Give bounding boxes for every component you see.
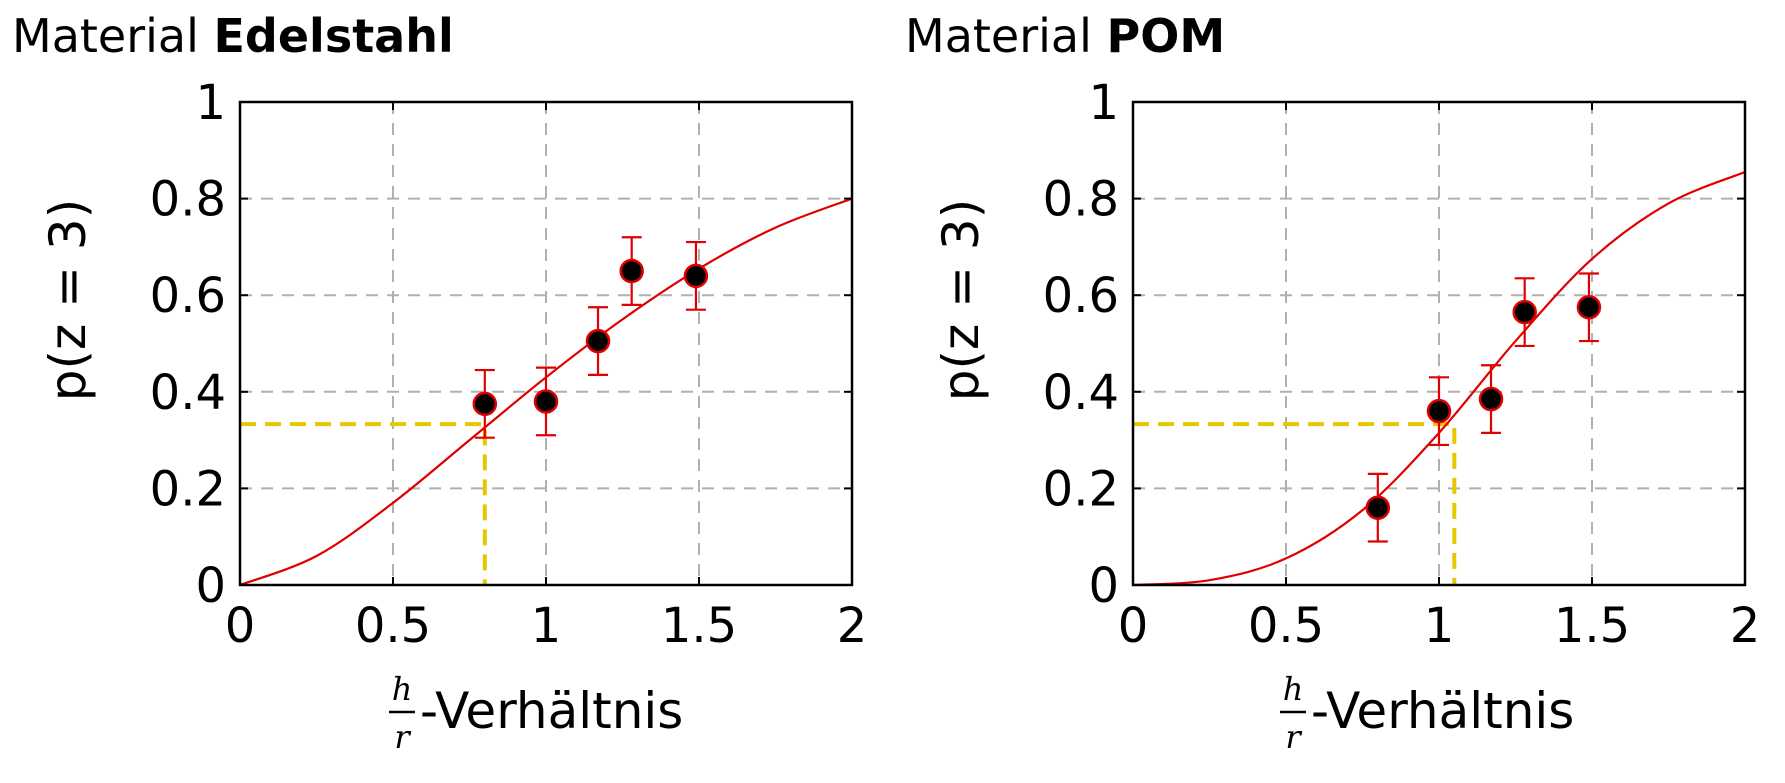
data-point xyxy=(683,263,709,289)
x-tick-label: 1 xyxy=(1424,598,1455,654)
x-axis-label: h r -Verhältnis xyxy=(1280,670,1574,756)
y-tick-label: 1 xyxy=(195,75,226,131)
y-axis-label: p(z = 3) xyxy=(39,199,97,402)
x-axis-frac-denominator: r xyxy=(394,718,411,756)
x-tick-label: 2 xyxy=(837,598,868,654)
x-tick-label: 1.5 xyxy=(1554,598,1630,654)
data-point xyxy=(1478,386,1504,412)
y-tick-label: 0 xyxy=(195,558,226,614)
x-axis-frac-denominator: r xyxy=(1285,718,1302,756)
y-tick-label: 0.6 xyxy=(150,268,226,324)
y-tick-label: 0.8 xyxy=(1043,172,1119,228)
data-point xyxy=(533,389,559,414)
y-tick-label: 0.6 xyxy=(1043,268,1119,324)
data-point xyxy=(472,391,498,417)
chart-title: Material POM xyxy=(905,9,1225,63)
threshold-line xyxy=(1133,422,1457,585)
fit-curve xyxy=(1132,171,1746,587)
chart-panel-pom: Material POM 0 0.2 0.4 0.6 0.8 1 0 0.5 1 1.5 2 p(… xyxy=(905,9,1760,756)
x-tick-label: 0.5 xyxy=(355,598,431,654)
y-tick-label: 0 xyxy=(1088,558,1119,614)
x-axis-frac-numerator: h xyxy=(1283,670,1304,708)
data-point xyxy=(1365,495,1391,520)
y-tick-label: 0.2 xyxy=(150,461,226,517)
chart-panel-edelstahl: Material Edelstahl 0 0.2 0.4 0.6 0.8 1 0 0.5 1 1… xyxy=(12,9,867,756)
y-axis-label: p(z = 3) xyxy=(932,199,990,402)
data-point xyxy=(585,328,611,354)
y-tick-label: 0.4 xyxy=(1043,365,1119,421)
y-tick-label: 0.8 xyxy=(150,172,226,228)
chart-title: Material Edelstahl xyxy=(12,9,454,63)
x-axis-label-text: -Verhältnis xyxy=(420,682,683,740)
x-tick-label: 1 xyxy=(531,598,562,654)
data-point xyxy=(1512,299,1537,325)
threshold-line xyxy=(240,422,487,585)
x-tick-label: 0.5 xyxy=(1248,598,1324,654)
y-tick-label: 0.2 xyxy=(1043,461,1119,517)
data-point xyxy=(1426,398,1452,424)
x-axis-label: h r -Verhältnis xyxy=(389,670,683,756)
x-tick-label: 0 xyxy=(225,598,256,654)
x-tick-label: 2 xyxy=(1730,598,1761,654)
data-point xyxy=(1576,295,1602,320)
y-tick-label: 0.4 xyxy=(150,365,226,421)
x-axis-frac-numerator: h xyxy=(392,670,413,708)
x-axis-label-text: -Verhältnis xyxy=(1311,682,1574,740)
x-tick-label: 1.5 xyxy=(661,598,737,654)
y-tick-label: 1 xyxy=(1088,75,1119,131)
data-point xyxy=(619,258,644,284)
x-tick-label: 0 xyxy=(1118,598,1149,654)
